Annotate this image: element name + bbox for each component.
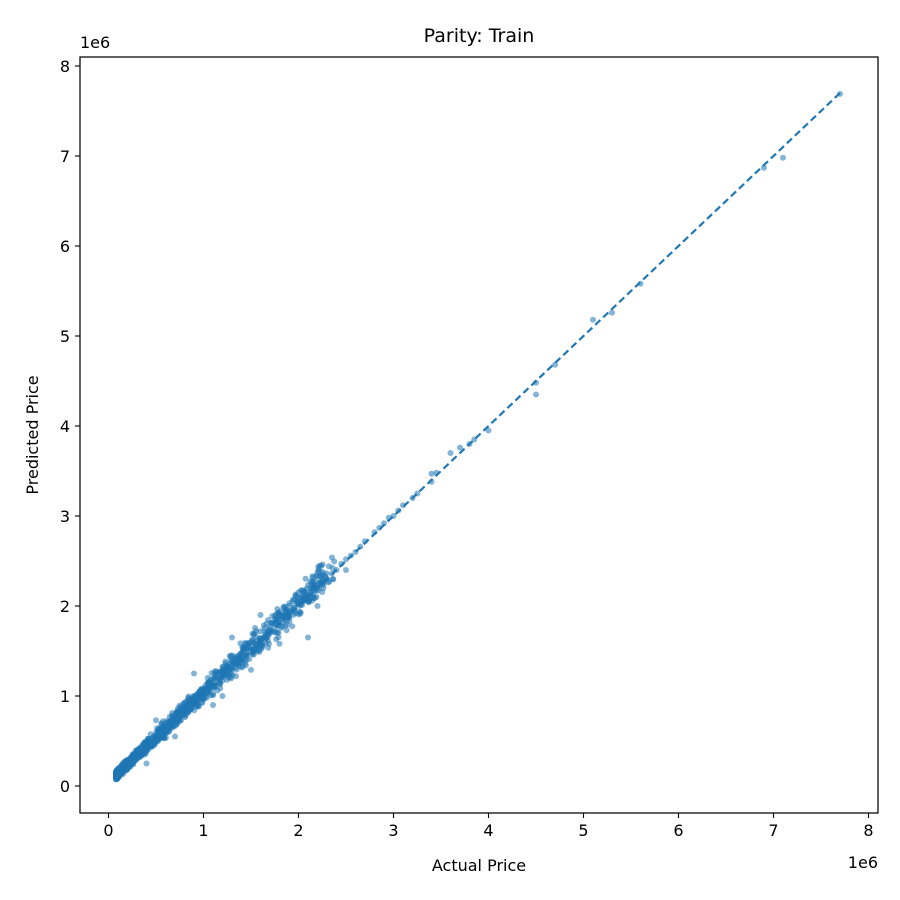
y-tick-label: 6 <box>60 237 70 256</box>
scatter-point-cloud <box>331 558 338 565</box>
scatter-point <box>191 670 197 677</box>
scatter-point-cloud <box>330 576 337 583</box>
scatter-point-cloud <box>296 608 303 615</box>
scatter-point <box>219 693 226 699</box>
scatter-point-cloud <box>246 656 253 663</box>
scatter-point-cloud <box>319 569 326 575</box>
y-tick-label: 3 <box>60 507 70 526</box>
y-axis-label: Predicted Price <box>23 375 42 494</box>
plot-area-frame <box>79 56 879 814</box>
scatter-point-cloud <box>289 623 296 630</box>
y-tick-label: 4 <box>60 417 70 436</box>
scatter-point <box>780 154 786 161</box>
scatter-point <box>428 470 435 477</box>
x-axis-offset-text: 1e6 <box>848 853 878 872</box>
scatter-point <box>590 316 596 323</box>
scatter-point-cloud <box>274 606 281 612</box>
y-tick-label: 7 <box>60 147 70 166</box>
x-tick-label: 8 <box>863 821 873 840</box>
scatter-point-cloud <box>232 673 239 680</box>
scatter-point-cloud <box>237 640 244 647</box>
scatter-point-cloud <box>185 696 192 703</box>
scatter-point-cloud <box>175 708 182 715</box>
scatter-point-cloud <box>190 692 197 699</box>
scatter-point-cloud <box>252 625 259 631</box>
scatter-point <box>248 666 254 673</box>
scatter-point <box>552 361 558 368</box>
y-axis-ticks: 0 1 2 3 4 5 6 7 8 <box>60 57 80 796</box>
x-tick-label: 0 <box>103 821 113 840</box>
scatter-point-cloud <box>219 664 226 671</box>
scatter-point <box>447 450 454 456</box>
scatter-point-cloud <box>239 663 246 670</box>
scatter-point-cloud <box>217 685 224 692</box>
y-axis-offset-text: 1e6 <box>80 33 110 52</box>
scatter-point <box>134 750 140 757</box>
x-tick-label: 7 <box>768 821 778 840</box>
scatter-point-cloud <box>249 637 255 644</box>
scatter-point <box>533 391 539 398</box>
scatter-point <box>314 603 321 609</box>
scatter-point-cloud <box>301 589 308 596</box>
scatter-point-cloud <box>261 625 268 632</box>
scatter-point <box>210 702 216 708</box>
scatter-point <box>276 640 283 647</box>
y-tick-label: 8 <box>60 57 70 76</box>
scatter-point <box>172 733 178 740</box>
scatter-point-cloud <box>210 691 217 697</box>
scatter-point-cloud <box>302 575 309 582</box>
scatter-point-cloud <box>274 629 281 636</box>
y-tick-label: 1 <box>60 687 70 706</box>
scatter-point-cloud <box>272 613 279 620</box>
scatter-point-cloud <box>265 644 272 651</box>
scatter-point-cloud <box>259 642 266 649</box>
x-tick-label: 1 <box>198 821 208 840</box>
scatter-point-cloud <box>283 627 290 634</box>
scatter-point <box>295 601 302 608</box>
scatter-point-cloud <box>266 624 273 631</box>
scatter-point-cloud <box>279 623 286 630</box>
y-tick-label: 5 <box>60 327 70 346</box>
scatter-point <box>143 760 150 767</box>
scatter-point <box>153 717 159 724</box>
parity-reference-line <box>115 92 841 780</box>
scatter-point <box>485 427 492 434</box>
scatter-point <box>343 567 349 573</box>
scatter-point-cloud <box>275 634 282 641</box>
scatter-point-cloud <box>241 643 248 650</box>
scatter-point-cloud <box>310 574 317 581</box>
scatter-point <box>257 612 264 618</box>
scatter-point <box>305 634 311 641</box>
scatter-point-cloud <box>207 676 214 683</box>
scatter-point-cloud <box>251 630 258 637</box>
chart-title: Parity: Train <box>424 25 535 47</box>
x-axis-label: Actual Price <box>432 856 526 875</box>
scatter-point-cloud <box>280 604 287 611</box>
y-tick-label: 0 <box>60 777 70 796</box>
y-tick-label: 2 <box>60 597 70 616</box>
x-tick-label: 6 <box>673 821 683 840</box>
scatter-point <box>609 309 615 316</box>
scatter-point <box>457 444 463 451</box>
x-tick-label: 3 <box>388 821 398 840</box>
x-tick-label: 4 <box>483 821 493 840</box>
scatter-point-cloud <box>230 653 237 660</box>
x-axis-ticks: 0 1 2 3 4 5 6 7 8 <box>103 813 874 840</box>
x-tick-label: 2 <box>293 821 303 840</box>
scatter-point <box>381 520 387 527</box>
scatter-point-cloud <box>310 595 317 602</box>
scatter-point-cloud <box>238 649 245 656</box>
scatter-point <box>200 688 207 695</box>
scatter-point-cloud <box>318 562 325 569</box>
scatter-point <box>343 556 349 563</box>
x-tick-label: 5 <box>578 821 588 840</box>
scatter-point <box>761 164 767 171</box>
scatter-point-cloud <box>225 674 232 681</box>
scatter-point <box>229 634 235 641</box>
